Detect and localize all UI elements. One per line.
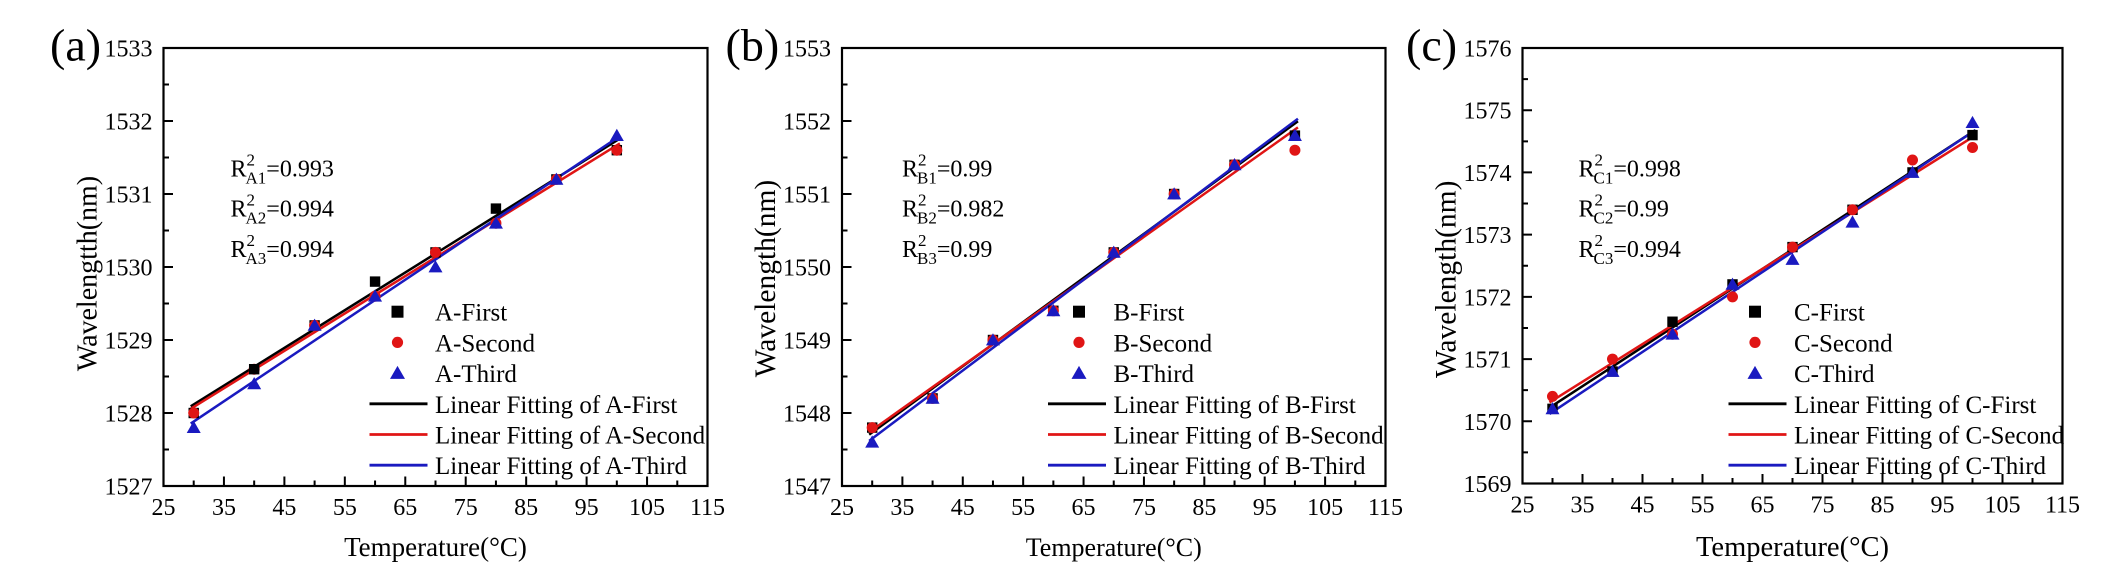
svg-text:Linear Fitting of C-Third: Linear Fitting of C-Third <box>1794 453 2047 480</box>
svg-text:1575: 1575 <box>1464 99 1512 125</box>
svg-text:55: 55 <box>1691 493 1715 519</box>
svg-text:45: 45 <box>951 495 975 521</box>
svg-text:Temperature(°C): Temperature(°C) <box>1026 533 1202 562</box>
svg-text:1576: 1576 <box>1464 37 1512 63</box>
svg-text:65: 65 <box>1751 493 1775 519</box>
svg-text:1531: 1531 <box>105 183 153 209</box>
svg-text:115: 115 <box>2045 493 2080 519</box>
svg-text:1528: 1528 <box>105 402 153 428</box>
svg-text:Linear Fitting of A-Third: Linear Fitting of A-Third <box>435 453 688 480</box>
svg-text:25: 25 <box>152 495 176 521</box>
svg-text:Wavelength(nm): Wavelength(nm) <box>1431 181 1463 379</box>
svg-text:B-Third: B-Third <box>1114 361 1195 388</box>
svg-text:75: 75 <box>454 495 478 521</box>
svg-text:1547: 1547 <box>783 475 831 501</box>
svg-text:85: 85 <box>514 495 538 521</box>
svg-text:Wavelengtth(nm): Wavelengtth(nm) <box>73 176 104 371</box>
svg-text:Linear Fitting of B-Second: Linear Fitting of B-Second <box>1114 423 1385 450</box>
svg-text:85: 85 <box>1871 493 1895 519</box>
svg-text:1573: 1573 <box>1464 223 1512 249</box>
svg-text:25: 25 <box>830 495 854 521</box>
svg-text:75: 75 <box>1132 495 1156 521</box>
svg-text:65: 65 <box>393 495 417 521</box>
svg-text:1569: 1569 <box>1464 472 1512 498</box>
svg-text:1571: 1571 <box>1464 348 1512 374</box>
svg-text:95: 95 <box>575 495 599 521</box>
svg-text:Linear Fitting of A-Second: Linear Fitting of A-Second <box>435 423 706 450</box>
svg-text:1553: 1553 <box>783 37 831 63</box>
svg-text:A-Second: A-Second <box>435 330 535 357</box>
svg-text:45: 45 <box>1631 493 1655 519</box>
svg-text:(b): (b) <box>726 20 780 71</box>
svg-text:85: 85 <box>1192 495 1216 521</box>
svg-text:1533: 1533 <box>105 37 153 63</box>
svg-text:1570: 1570 <box>1464 410 1512 436</box>
svg-text:25: 25 <box>1511 493 1535 519</box>
svg-text:105: 105 <box>1985 493 2021 519</box>
svg-text:35: 35 <box>890 495 914 521</box>
svg-text:1532: 1532 <box>105 110 153 136</box>
svg-text:1551: 1551 <box>783 183 831 209</box>
svg-text:C-First: C-First <box>1794 300 1865 327</box>
svg-text:A-First: A-First <box>435 300 507 327</box>
svg-text:1550: 1550 <box>783 256 831 282</box>
svg-text:65: 65 <box>1072 495 1096 521</box>
svg-text:1527: 1527 <box>105 475 153 501</box>
svg-text:Temperature(°C): Temperature(°C) <box>1696 532 1889 563</box>
svg-text:105: 105 <box>1307 495 1343 521</box>
svg-text:Linear Fitting of C-Second: Linear Fitting of C-Second <box>1794 423 2065 450</box>
svg-text:115: 115 <box>690 495 725 521</box>
svg-text:55: 55 <box>333 495 357 521</box>
svg-text:B-Second: B-Second <box>1114 330 1213 357</box>
svg-text:1552: 1552 <box>783 110 831 136</box>
svg-text:C-Second: C-Second <box>1794 330 1893 357</box>
svg-text:Temperature(°C): Temperature(°C) <box>344 532 527 562</box>
svg-text:1529: 1529 <box>105 329 153 355</box>
svg-text:Linear Fitting of C-First: Linear Fitting of C-First <box>1794 392 2036 419</box>
svg-text:95: 95 <box>1253 495 1277 521</box>
svg-text:1572: 1572 <box>1464 285 1512 311</box>
svg-text:1548: 1548 <box>783 402 831 428</box>
svg-text:Linear Fitting of B-Third: Linear Fitting of B-Third <box>1114 453 1367 480</box>
svg-text:Linear Fitting of B-First: Linear Fitting of B-First <box>1114 392 1356 419</box>
svg-text:35: 35 <box>212 495 236 521</box>
svg-text:(c): (c) <box>1406 20 1457 71</box>
svg-text:(a): (a) <box>50 20 101 71</box>
svg-text:C-Third: C-Third <box>1794 361 1875 388</box>
svg-text:105: 105 <box>629 495 665 521</box>
svg-text:115: 115 <box>1368 495 1403 521</box>
svg-text:55: 55 <box>1011 495 1035 521</box>
svg-text:1574: 1574 <box>1464 161 1512 187</box>
svg-text:35: 35 <box>1571 493 1595 519</box>
svg-text:95: 95 <box>1931 493 1955 519</box>
svg-text:Wavelength(nm): Wavelength(nm) <box>750 180 782 378</box>
svg-text:Linear Fitting of A-First: Linear Fitting of A-First <box>435 392 677 419</box>
svg-text:75: 75 <box>1811 493 1835 519</box>
svg-text:A-Third: A-Third <box>435 361 517 388</box>
svg-text:1530: 1530 <box>105 256 153 282</box>
svg-text:B-First: B-First <box>1114 300 1185 327</box>
svg-text:45: 45 <box>272 495 296 521</box>
svg-text:1549: 1549 <box>783 329 831 355</box>
